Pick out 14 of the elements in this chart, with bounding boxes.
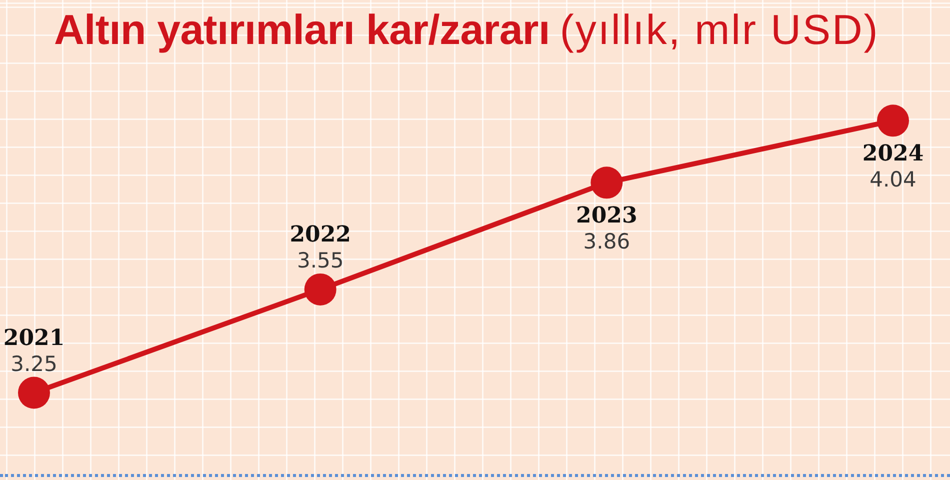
annotation: 2023 <box>576 202 638 229</box>
chart-subtitle: (yıllık, mlr USD) <box>560 6 880 53</box>
chart-title: Altın yatırımları kar/zararı <box>54 6 550 53</box>
point <box>590 166 623 199</box>
annotation: 2021 <box>3 324 65 351</box>
point <box>877 104 909 137</box>
data-label: 3.55 <box>296 248 344 272</box>
point <box>304 273 336 306</box>
data-label: 4.04 <box>870 168 916 192</box>
annotation: 2024 <box>862 140 924 167</box>
data-label: 3.25 <box>10 352 58 376</box>
data-label: 3.86 <box>583 230 630 254</box>
point <box>18 376 50 409</box>
annotation: 2022 <box>290 221 351 248</box>
